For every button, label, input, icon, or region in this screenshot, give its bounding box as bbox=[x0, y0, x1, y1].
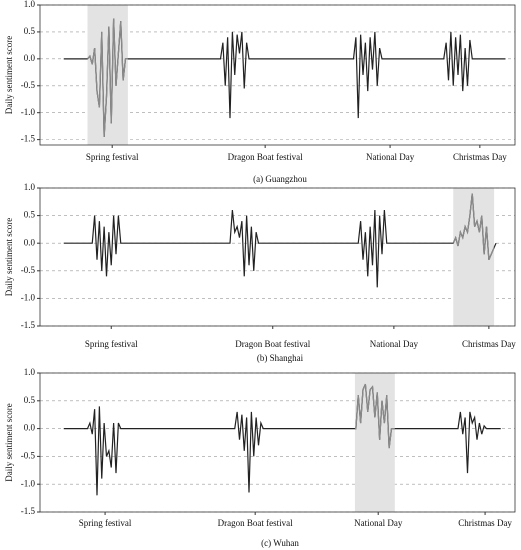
x-tick-label: Spring festival bbox=[85, 339, 138, 349]
x-tick-label: Christmas Day bbox=[458, 518, 512, 528]
x-tick-label: Spring festival bbox=[86, 152, 139, 162]
y-tick-label: 0.5 bbox=[24, 210, 36, 220]
y-tick-label: 0.5 bbox=[24, 395, 36, 405]
sentiment-line bbox=[63, 193, 497, 288]
panel-caption: (a) Guangzhou bbox=[253, 174, 307, 184]
plot-frame bbox=[39, 187, 516, 327]
y-tick-label: -0.5 bbox=[21, 80, 36, 90]
x-tick-label: National Day bbox=[370, 339, 419, 349]
highlighted-line bbox=[453, 193, 495, 261]
y-tick-label: 0.0 bbox=[24, 53, 36, 63]
y-axis-label: Daily sentiment score bbox=[4, 218, 14, 296]
y-axis-label: Daily sentiment score bbox=[4, 403, 14, 481]
y-tick-label: 1.0 bbox=[24, 0, 36, 9]
y-tick-label: -1.5 bbox=[21, 134, 36, 144]
y-tick-label: -1.0 bbox=[21, 107, 36, 117]
x-tick-label: Dragon Boat festival bbox=[218, 518, 293, 528]
y-tick-label: 0.5 bbox=[24, 26, 36, 36]
plot-frame bbox=[39, 372, 516, 513]
x-tick-label: Christmas Day bbox=[453, 152, 507, 162]
panel-caption: (b) Shanghai bbox=[257, 353, 304, 363]
panel-caption: (c) Wuhan bbox=[261, 538, 299, 548]
y-tick-label: 1.0 bbox=[24, 367, 36, 377]
y-tick-label: -0.5 bbox=[21, 265, 36, 275]
plot-frame bbox=[39, 4, 516, 146]
y-tick-label: 0.0 bbox=[24, 237, 36, 247]
highlighted-line bbox=[354, 383, 395, 449]
x-tick-label: National Day bbox=[366, 152, 415, 162]
y-tick-label: -1.0 bbox=[21, 478, 36, 488]
x-tick-label: Dragon Boat festival bbox=[228, 152, 303, 162]
x-tick-label: Dragon Boat festival bbox=[235, 339, 310, 349]
y-tick-label: -1.5 bbox=[21, 320, 36, 330]
x-tick-label: Christmas Day bbox=[462, 339, 516, 349]
sentiment-line bbox=[63, 18, 506, 137]
x-tick-label: National Day bbox=[354, 518, 403, 528]
highlighted-line bbox=[87, 18, 128, 137]
y-tick-label: 0.0 bbox=[24, 423, 36, 433]
y-tick-label: -1.5 bbox=[21, 506, 36, 516]
x-tick-label: Spring festival bbox=[79, 518, 132, 528]
y-tick-label: -1.0 bbox=[21, 292, 36, 302]
y-tick-label: 1.0 bbox=[24, 182, 36, 192]
y-axis-label: Daily sentiment score bbox=[4, 36, 14, 114]
highlight-band bbox=[354, 373, 395, 512]
y-tick-label: -0.5 bbox=[21, 450, 36, 460]
